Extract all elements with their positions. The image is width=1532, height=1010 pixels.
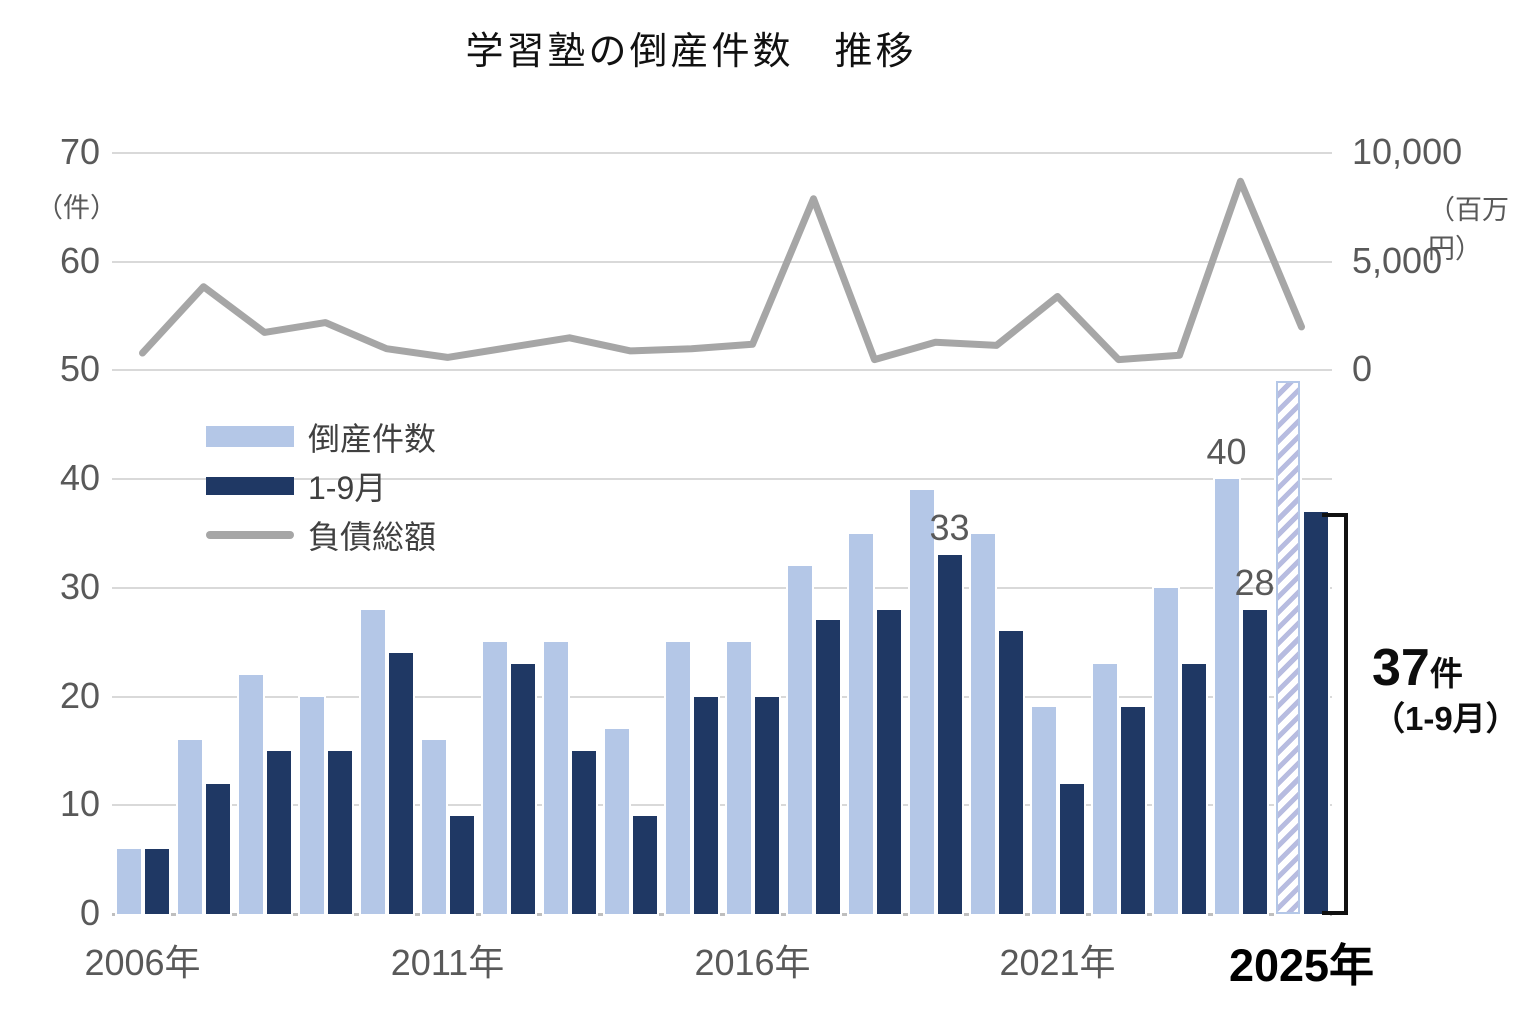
annotation-37-line1: 37件	[1372, 639, 1519, 697]
bar-jan-sep-2017	[815, 620, 840, 914]
annotation-37-period: （1-9月）	[1372, 700, 1519, 738]
legend-swatch-dark-bar	[206, 476, 294, 495]
legend-item-liabilities: 負債総額	[206, 510, 436, 559]
bar-jan-sep-2024	[1242, 609, 1267, 914]
annotation-37-unit: 件	[1429, 655, 1463, 692]
annotation-37: 37件 （1-9月）	[1372, 639, 1519, 738]
bar-full-2009	[299, 696, 324, 914]
gridline-50	[112, 369, 1332, 372]
left-axis-tick-20: 20	[59, 674, 100, 716]
bar-jan-sep-2016	[754, 696, 779, 914]
right-axis-tick-5,000: 5,000	[1352, 239, 1443, 281]
bar-full-2020	[970, 533, 995, 914]
bar-jan-sep-2014	[632, 816, 657, 914]
bar-full-2017	[787, 566, 812, 914]
bar-full-2018	[848, 533, 873, 914]
bar-full-2011	[421, 740, 446, 914]
bar-jan-sep-2023	[1181, 663, 1206, 914]
legend-item-jan-sep: 1-9月	[206, 461, 436, 510]
legend-label: 負債総額	[308, 518, 437, 555]
x-axis-tick-2016年: 2016年	[694, 942, 811, 983]
data-label-2024-40: 40	[1206, 431, 1247, 473]
left-axis-tick-40: 40	[59, 457, 100, 499]
legend-label: 倒産件数	[308, 420, 437, 457]
bar-jan-sep-2007	[205, 783, 230, 914]
legend-swatch-line	[206, 530, 294, 539]
left-axis-tick-30: 30	[59, 565, 100, 607]
bar-full-2006	[116, 848, 141, 914]
bar-full-2019	[909, 490, 934, 914]
legend: 倒産件数 1-9月 負債総額	[206, 412, 436, 559]
bar-full-2014	[604, 729, 629, 914]
x-axis-tick-2025年: 2025年	[1228, 940, 1375, 991]
bar-full-2025	[1275, 381, 1300, 914]
x-axis-tick-2011年: 2011年	[390, 942, 505, 983]
bar-jan-sep-2013	[571, 750, 596, 914]
bar-full-2008	[238, 674, 263, 914]
x-axis-tick-2006年: 2006年	[84, 942, 201, 983]
bar-jan-sep-2009	[327, 750, 352, 914]
left-axis-tick-0: 0	[79, 892, 100, 933]
liabilities-line	[139, 177, 1305, 364]
gridline-10	[112, 804, 1332, 807]
legend-item-full-year: 倒産件数	[206, 412, 436, 461]
bar-full-2007	[177, 740, 202, 914]
bar-jan-sep-2018	[876, 609, 901, 914]
bar-jan-sep-2020	[998, 631, 1023, 914]
legend-swatch-light-bar	[206, 426, 294, 447]
bar-jan-sep-2019	[937, 555, 962, 914]
bar-jan-sep-2025	[1303, 511, 1328, 914]
data-label-2019-33: 33	[929, 507, 970, 549]
bar-full-2021	[1031, 707, 1056, 914]
bar-jan-sep-2008	[266, 750, 291, 914]
bar-full-2015	[665, 642, 690, 914]
bar-jan-sep-2022	[1120, 707, 1145, 914]
bar-jan-sep-2012	[510, 663, 535, 914]
bar-full-2022	[1092, 663, 1117, 914]
annotation-37-value: 37	[1372, 639, 1430, 697]
gridline-30	[112, 586, 1332, 589]
left-axis-tick-50: 50	[59, 348, 100, 390]
bar-jan-sep-2015	[693, 696, 718, 914]
x-axis-tick-2021年: 2021年	[999, 942, 1116, 983]
left-axis-tick-10: 10	[59, 783, 100, 825]
bracket-37	[1322, 513, 1348, 915]
legend-label: 1-9月	[308, 469, 387, 506]
plot-area	[112, 152, 1332, 916]
chart-title: 学習塾の倒産件数 推移	[465, 31, 917, 73]
bar-jan-sep-2021	[1059, 783, 1084, 914]
gridline-0	[112, 913, 1332, 916]
bar-full-2012	[482, 642, 507, 914]
bar-full-2023	[1153, 587, 1178, 914]
left-axis-tick-60: 60	[59, 239, 100, 281]
bar-full-2016	[726, 642, 751, 914]
left-axis-tick-70: 70	[59, 131, 100, 172]
gridline-40	[112, 478, 1332, 481]
bar-jan-sep-2010	[388, 653, 413, 914]
gridline-70	[112, 152, 1332, 154]
right-axis-tick-10,000: 10,000	[1352, 131, 1463, 172]
bar-full-2013	[543, 642, 568, 914]
left-axis-unit-label: （件）	[36, 193, 117, 223]
right-axis-unit-label: （百万円）	[1428, 195, 1509, 264]
bar-full-2010	[360, 609, 385, 914]
gridline-20	[112, 695, 1332, 698]
data-label-2024-28: 28	[1234, 561, 1275, 603]
bar-full-2024	[1214, 479, 1239, 914]
bar-jan-sep-2011	[449, 816, 474, 914]
right-axis-tick-0: 0	[1352, 348, 1373, 390]
gridline-60	[112, 260, 1332, 263]
bar-jan-sep-2006	[144, 848, 169, 914]
